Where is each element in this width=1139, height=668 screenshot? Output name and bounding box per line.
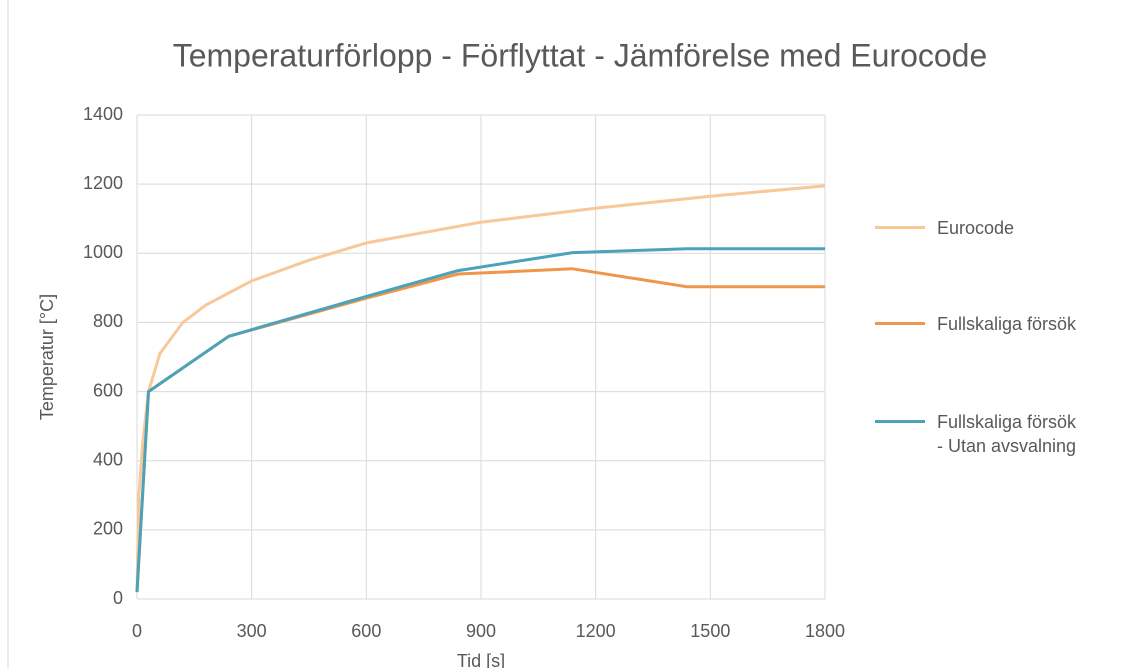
- series-line: [135, 184, 826, 593]
- legend-label: Fullskaliga försök: [937, 314, 1077, 334]
- legend-swatch: [875, 322, 925, 325]
- x-tick-label: 600: [351, 621, 381, 641]
- y-tick-label: 0: [113, 588, 123, 608]
- legend-swatch: [875, 226, 925, 229]
- legend-label: Fullskaliga försök - Utan avsvalning: [937, 412, 1077, 456]
- chart-title: Temperaturförlopp - Förflyttat - Jämföre…: [173, 37, 988, 73]
- x-tick-label: 1200: [576, 621, 616, 641]
- x-tick-label: 0: [132, 621, 142, 641]
- x-tick-label: 300: [237, 621, 267, 641]
- legend-swatch: [875, 420, 925, 423]
- legend-item: Fullskaliga försök - Utan avsvalning: [875, 410, 1076, 458]
- y-tick-label: 600: [93, 380, 123, 400]
- y-tick-label: 800: [93, 311, 123, 331]
- y-tick-label: 1000: [83, 242, 123, 262]
- x-axis-label: Tid [s]: [457, 651, 505, 668]
- y-tick-label: 1200: [83, 173, 123, 193]
- x-tick-label: 1800: [805, 621, 845, 641]
- x-tick-label: 1500: [690, 621, 730, 641]
- x-tick-label: 900: [466, 621, 496, 641]
- legend-item: Fullskaliga försök: [875, 312, 1076, 336]
- legend-label: Eurocode: [937, 218, 1015, 238]
- legend-item: Eurocode: [875, 216, 1014, 240]
- y-axis-label: Temperatur [°C]: [37, 294, 57, 420]
- y-tick-label: 1400: [83, 104, 123, 124]
- y-tick-label: 400: [93, 449, 123, 469]
- y-tick-label: 200: [93, 519, 123, 539]
- series-line: [135, 247, 825, 593]
